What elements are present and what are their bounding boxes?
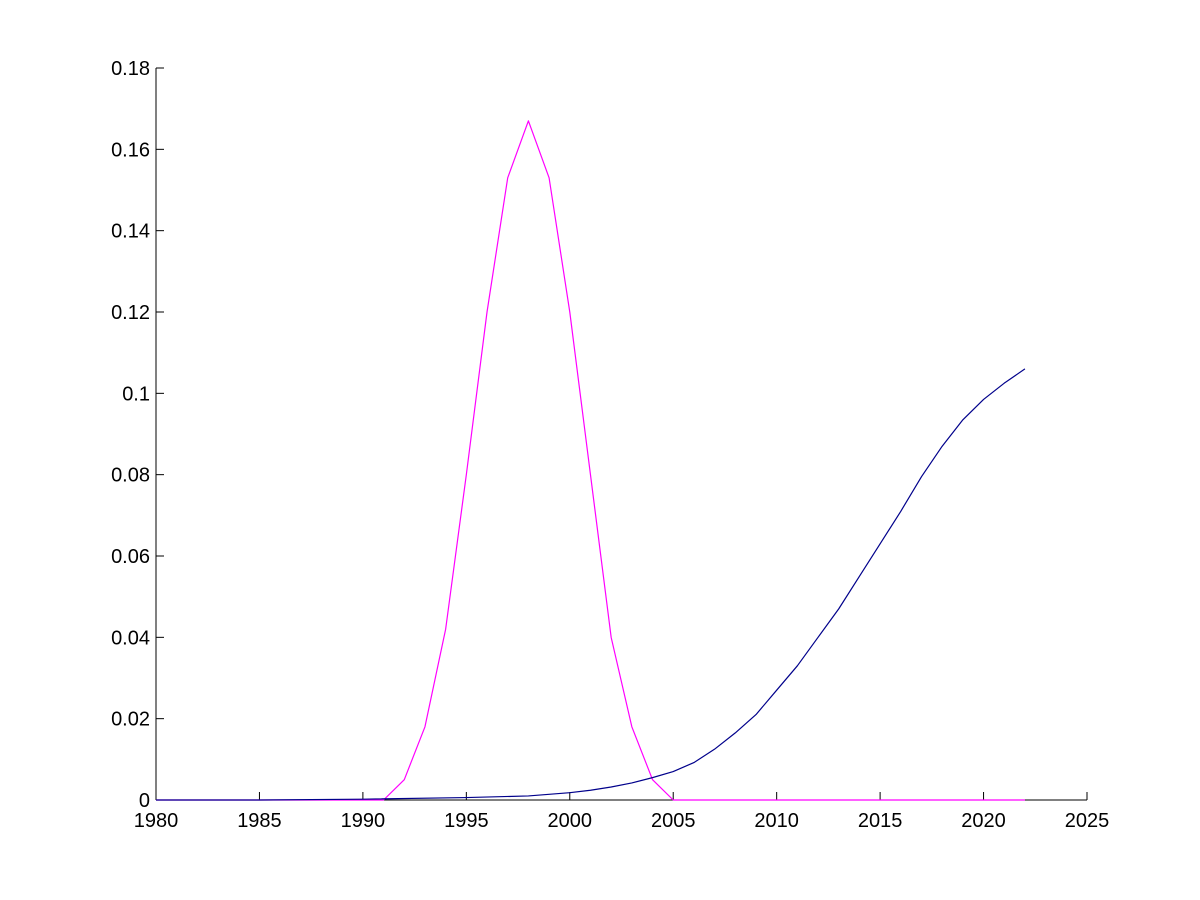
y-tick-label: 0.02 xyxy=(111,709,150,731)
x-tick-label: 2010 xyxy=(754,810,799,832)
y-tick-label: 0.16 xyxy=(111,139,150,161)
x-tick-label: 1985 xyxy=(237,810,282,832)
y-tick-label: 0.06 xyxy=(111,546,150,568)
y-tick-label: 0 xyxy=(139,790,150,812)
x-tick-label: 2005 xyxy=(651,810,696,832)
series-line-2 xyxy=(156,368,1026,801)
series-line-1 xyxy=(156,120,1025,801)
y-tick-label: 0.08 xyxy=(111,465,150,487)
x-tick-label: 1980 xyxy=(134,810,179,832)
x-tick-label: 2025 xyxy=(1065,810,1110,832)
x-tick-label: 2015 xyxy=(858,810,903,832)
y-tick-label: 0.04 xyxy=(111,627,150,649)
series-layer xyxy=(156,120,1026,801)
x-tick-label: 2020 xyxy=(961,810,1006,832)
axes: 1980 1985 1990 1995 2000 2005 2010 2015 2020 2025… xyxy=(111,58,1109,832)
x-tick-label: 1995 xyxy=(444,810,489,832)
y-tick-label: 0.14 xyxy=(111,221,150,243)
x-tick-label: 1990 xyxy=(341,810,386,832)
y-tick-label: 0.1 xyxy=(122,383,150,405)
x-tick-label: 2000 xyxy=(548,810,593,832)
y-tick-label: 0.18 xyxy=(111,58,150,80)
y-tick-label: 0.12 xyxy=(111,302,150,324)
